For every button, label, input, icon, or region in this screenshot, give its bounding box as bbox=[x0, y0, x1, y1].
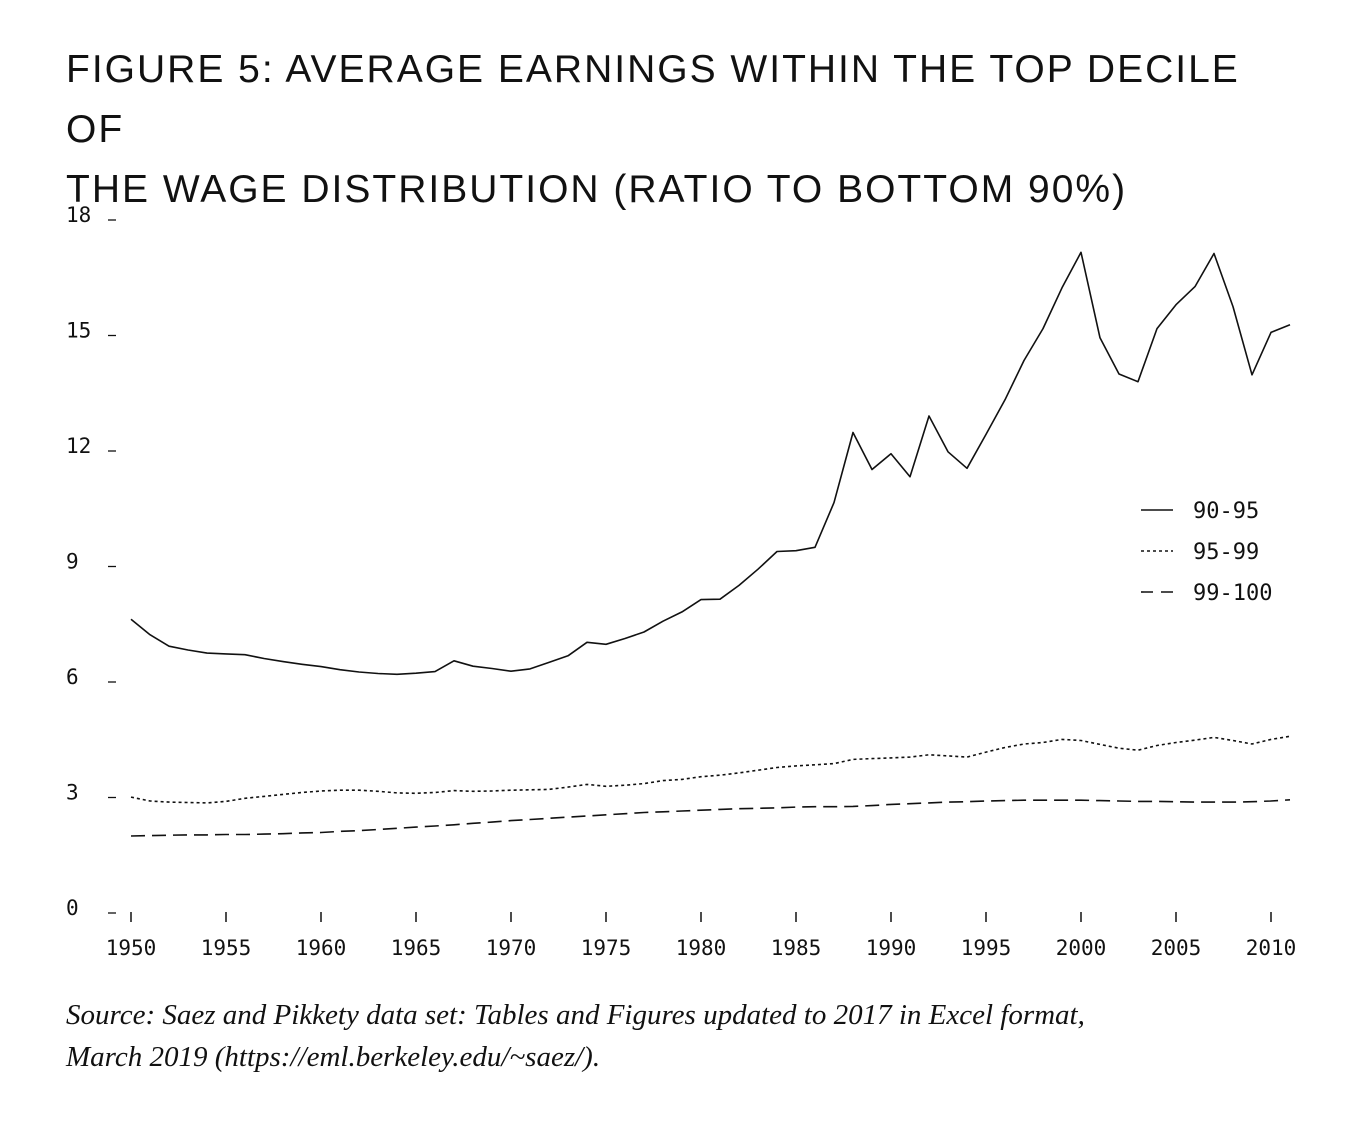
figure-title-line-2: THE WAGE DISTRIBUTION (RATIO TO BOTTOM 9… bbox=[66, 168, 1128, 211]
legend-label: 90-95 bbox=[1193, 499, 1259, 524]
x-tick-label: 2000 bbox=[1056, 936, 1107, 960]
x-tick-label: 1965 bbox=[391, 936, 442, 960]
series-lines bbox=[130, 251, 1291, 837]
x-tick-label: 1985 bbox=[771, 936, 822, 960]
y-tick-label: 0 bbox=[66, 896, 79, 920]
series-line-90-95 bbox=[130, 251, 1291, 676]
x-tick-label: 1990 bbox=[866, 936, 917, 960]
x-tick-label: 1980 bbox=[676, 936, 727, 960]
y-tick-label: 18 bbox=[66, 203, 91, 227]
series-line-99-100 bbox=[130, 799, 1291, 837]
x-tick-label: 2005 bbox=[1151, 936, 1202, 960]
x-tick-label: 1970 bbox=[486, 936, 537, 960]
x-tick-label: 2010 bbox=[1246, 936, 1297, 960]
x-axis: 1950 1955 1960 1965 1970 1975 1980 1985 1990 1995… bbox=[106, 912, 1297, 960]
y-tick-label: 15 bbox=[66, 319, 91, 343]
y-tick-label: 6 bbox=[66, 665, 79, 689]
y-axis: 0 3 6 9 12 15 18 bbox=[66, 203, 116, 920]
legend: 90-95 95-99 99-100 bbox=[1141, 499, 1272, 606]
y-tick-label: 12 bbox=[66, 434, 91, 458]
legend-label: 99-100 bbox=[1193, 581, 1272, 606]
source-line-2: March 2019 (https://eml.berkeley.edu/~sa… bbox=[66, 1041, 601, 1073]
figure-title-block: FIGURE 5: AVERAGE EARNINGS WITHIN THE TO… bbox=[66, 40, 1306, 220]
y-tick-label: 3 bbox=[66, 781, 79, 805]
y-tick-label: 9 bbox=[66, 550, 79, 574]
source-line-1: Source: Saez and Pikkety data set: Table… bbox=[66, 999, 1085, 1031]
x-tick-label: 1975 bbox=[581, 936, 632, 960]
x-tick-label: 1955 bbox=[201, 936, 252, 960]
x-tick-label: 1950 bbox=[106, 936, 157, 960]
x-tick-label: 1960 bbox=[296, 936, 347, 960]
x-tick-label: 1995 bbox=[961, 936, 1012, 960]
figure-title-line-1: FIGURE 5: AVERAGE EARNINGS WITHIN THE TO… bbox=[66, 48, 1240, 151]
series-line-95-99 bbox=[130, 735, 1291, 804]
legend-label: 95-99 bbox=[1193, 540, 1259, 565]
source-note: Source: Saez and Pikkety data set: Table… bbox=[66, 994, 1306, 1078]
